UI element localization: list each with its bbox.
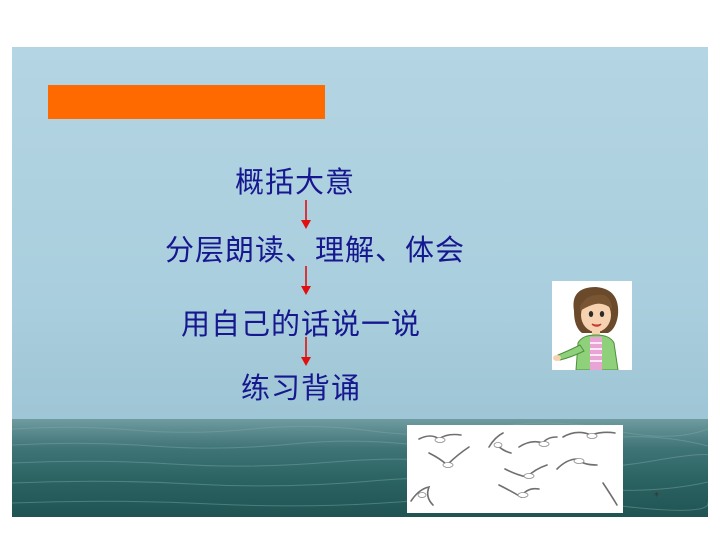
seagulls-image — [407, 425, 623, 513]
seagull-icon — [410, 431, 618, 506]
arrow-down-icon — [301, 337, 311, 366]
slide: 概括大意 分层朗读、理解、体会 用自己的话说一说 练习背诵 — [12, 47, 708, 517]
footer-mark: * — [654, 491, 659, 502]
arrow-down-icon — [301, 266, 311, 295]
title-bar — [48, 85, 325, 119]
step-retell: 用自己的话说一说 — [181, 307, 422, 341]
step-read-understand: 分层朗读、理解、体会 — [165, 233, 466, 267]
cartoon-girl-image — [552, 281, 632, 371]
arrow-down-icon — [301, 200, 311, 229]
step-recite: 练习背诵 — [241, 371, 362, 405]
step-summarize: 概括大意 — [235, 165, 356, 199]
girl-icon — [553, 287, 619, 371]
